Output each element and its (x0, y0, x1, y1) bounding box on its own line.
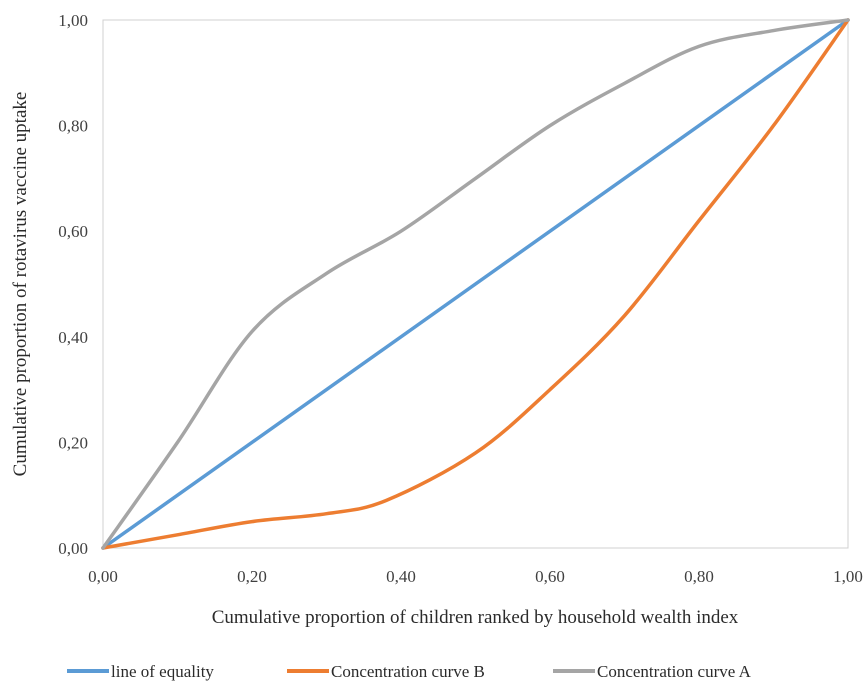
legend-item-concentration-curve-b: Concentration curve B (287, 662, 485, 681)
legend-item-concentration-curve-a: Concentration curve A (553, 662, 752, 681)
series-line-line-of-equality (101, 18, 850, 550)
x-tick-label: 0,80 (684, 567, 714, 586)
x-tick-label: 0,60 (535, 567, 565, 586)
series-line-concentration-curve-b (101, 18, 850, 550)
y-axis-title: Cumulative proportion of rotavirus vacci… (10, 92, 31, 477)
x-tick-labels: 0,00 0,20 0,40 0,60 0,80 1,00 (88, 567, 863, 586)
y-tick-labels: 0,00 0,20 0,40 0,60 0,80 1,00 (58, 11, 88, 558)
x-tick-label: 0,00 (88, 567, 118, 586)
legend-label: line of equality (111, 662, 214, 681)
x-tick-label: 0,40 (386, 567, 416, 586)
series-layer (101, 18, 850, 550)
y-tick-label: 1,00 (58, 11, 88, 30)
y-tick-label: 0,40 (58, 328, 88, 347)
legend: line of equality Concentration curve B Con… (67, 662, 752, 681)
legend-item-line-of-equality: line of equality (67, 662, 214, 681)
y-tick-label: 0,00 (58, 539, 88, 558)
x-tick-label: 1,00 (833, 567, 863, 586)
y-tick-label: 0,20 (58, 433, 88, 452)
y-tick-label: 0,80 (58, 117, 88, 136)
x-tick-label: 0,20 (237, 567, 267, 586)
legend-label: Concentration curve B (331, 662, 485, 681)
legend-label: Concentration curve A (597, 662, 752, 681)
x-axis-title: Cumulative proportion of children ranked… (212, 607, 739, 628)
y-tick-label: 0,60 (58, 222, 88, 241)
series-line-concentration-curve-a (101, 18, 850, 550)
